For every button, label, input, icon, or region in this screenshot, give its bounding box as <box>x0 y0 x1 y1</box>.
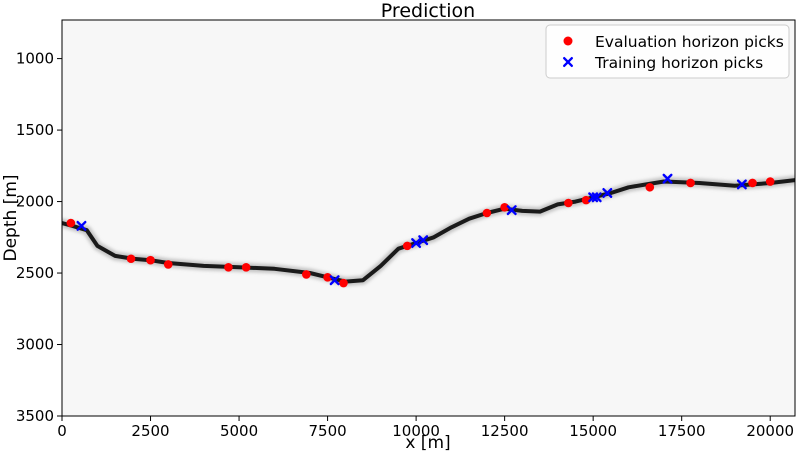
x-tick-label: 15000 <box>569 422 617 440</box>
y-tick-label: 2500 <box>16 264 54 282</box>
legend-marker-training <box>563 57 573 68</box>
evaluation-pick-point <box>564 198 573 208</box>
x-tick-label: 20000 <box>746 422 794 440</box>
legend-box <box>545 24 790 79</box>
y-axis: 1000 1500 2000 2500 3000 3500 <box>16 50 62 425</box>
evaluation-pick-point <box>323 273 332 282</box>
chart-title: Prediction <box>381 0 475 22</box>
training-pick-point <box>736 179 747 190</box>
y-tick-label: 1000 <box>16 50 54 68</box>
training-pick-point <box>602 187 613 198</box>
x-tick-label: 0 <box>57 422 67 440</box>
evaluation-pick-point <box>482 208 492 218</box>
evaluation-pick-point <box>224 263 233 272</box>
evaluation-pick-point <box>302 270 311 279</box>
legend-marker-evaluation <box>563 36 573 46</box>
training-pick-point <box>506 205 517 216</box>
y-tick-label: 3500 <box>16 407 54 425</box>
plot-frame <box>61 19 796 417</box>
x-tick-label: 17500 <box>658 422 706 440</box>
x-tick-label: 10000 <box>392 422 440 440</box>
x-tick-label: 12500 <box>481 422 529 440</box>
x-axis: 0 2500 5000 7500 10000 12500 15000 17500 20000 <box>57 416 794 440</box>
legend-label-training: Training horizon picks <box>594 54 763 72</box>
training-pick-point <box>76 220 87 231</box>
evaluation-pick-point <box>402 241 412 251</box>
evaluation-pick-point <box>126 254 136 264</box>
evaluation-pick-point <box>339 278 348 288</box>
training-pick-point <box>418 235 429 246</box>
training-pick-point <box>411 238 422 249</box>
y-axis-label: Depth [m] <box>1 174 21 261</box>
evaluation-pick-point <box>146 255 155 265</box>
predicted-horizon-line <box>62 178 795 284</box>
x-tick-label: 5000 <box>220 422 258 440</box>
training-pick-point <box>329 275 340 286</box>
evaluation-pick-point <box>66 218 76 228</box>
y-tick-label: 2000 <box>16 193 54 211</box>
evaluation-pick-point <box>500 202 509 212</box>
evaluation-pick-point <box>581 195 591 205</box>
x-axis-label: x [m] <box>405 433 450 453</box>
evaluation-pick-point <box>241 263 251 272</box>
legend: Evaluation horizon picks Training horizo… <box>545 24 790 79</box>
evaluation-pick-point <box>645 182 655 192</box>
y-tick-label: 1500 <box>16 121 54 139</box>
x-tick-label: 7500 <box>308 422 346 440</box>
training-pick-point <box>591 192 602 203</box>
legend-label-evaluation: Evaluation horizon picks <box>595 33 784 51</box>
y-tick-label: 3000 <box>16 336 54 354</box>
evaluation-pick-point <box>748 178 757 188</box>
evaluation-pick-point <box>765 177 775 186</box>
evaluation-pick-point <box>163 260 173 269</box>
evaluation-pick-point <box>686 178 695 188</box>
x-tick-label: 2500 <box>131 422 169 440</box>
training-pick-point <box>662 173 673 184</box>
plot-area <box>62 20 795 416</box>
horizon-probability-image <box>62 175 795 287</box>
legend-x-glyph <box>563 57 573 68</box>
pick-markers <box>66 173 775 288</box>
